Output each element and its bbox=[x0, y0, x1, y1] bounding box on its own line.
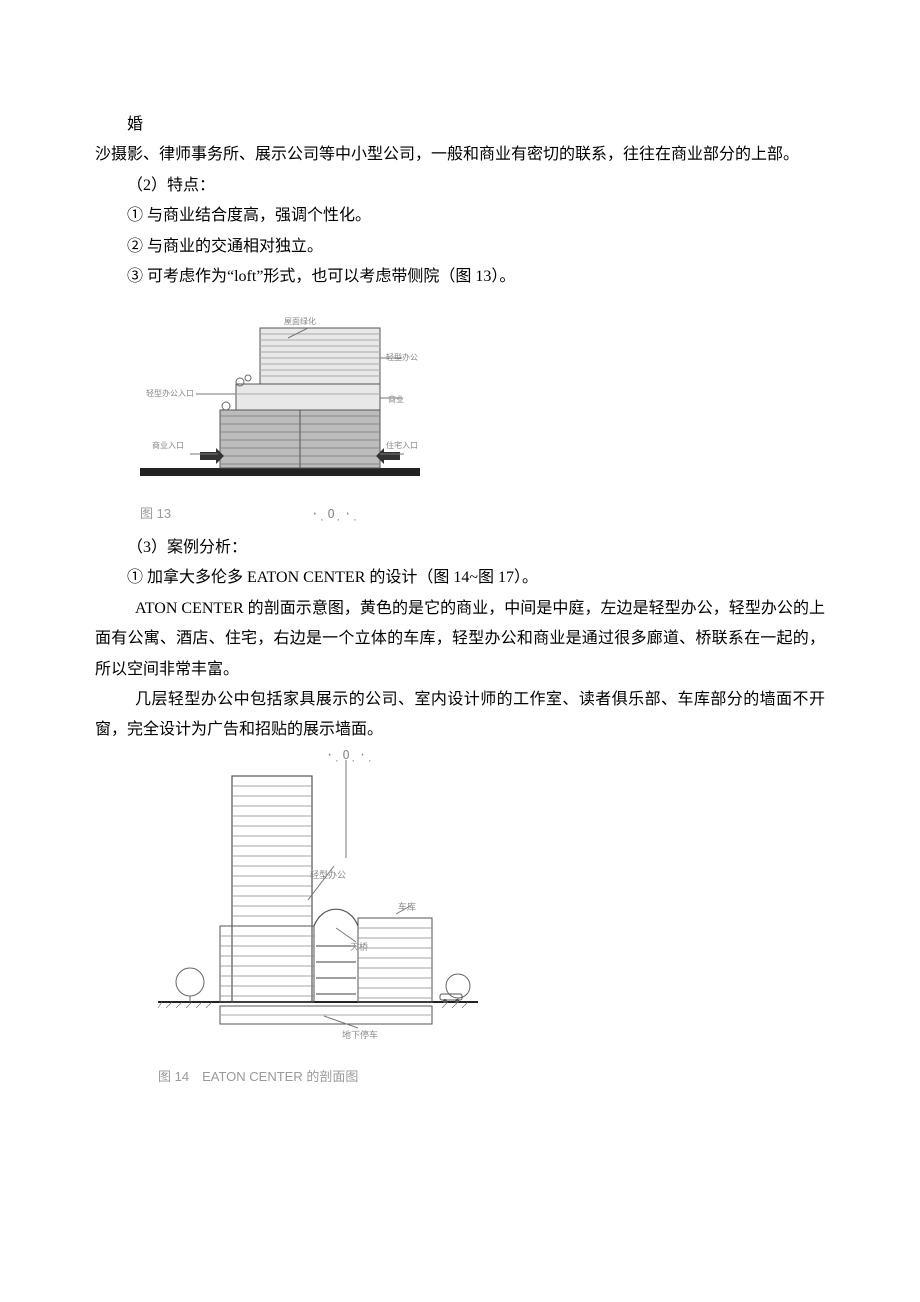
body-line-4: ① 与商业结合度高，强调个性化。 bbox=[95, 201, 825, 231]
figure-13-wrap: 屋面绿化 轻型办公 轻型办公入口 商业 商业入口 住宅入口 图 13 ·̣ Ο̣… bbox=[95, 298, 825, 527]
fig13-label-comm-entry: 商业入口 bbox=[152, 440, 184, 450]
body-line-10: 几层轻型办公中包括家具展示的公司、室内设计师的工作室、读者俱乐部、车库部分的墙面… bbox=[95, 685, 825, 746]
figure-13-svg: 屋面绿化 轻型办公 轻型办公入口 商业 商业入口 住宅入口 bbox=[140, 298, 420, 498]
page-break-glyph-1: ·̣ Ο̣ ·̣ bbox=[311, 503, 352, 526]
body-line-8: ① 加拿大多伦多 EATON CENTER 的设计（图 14~图 17）。 bbox=[95, 563, 825, 593]
figure-13-caption: 图 13 bbox=[140, 502, 171, 527]
fig13-label-office-entry: 轻型办公入口 bbox=[146, 388, 194, 398]
fig14-label-office: 轻型办公 bbox=[310, 869, 346, 880]
figure-14-wrap: ·̣ Ο̣ ·̣ bbox=[95, 750, 825, 1090]
body-line-5: ② 与商业的交通相对独立。 bbox=[95, 232, 825, 262]
figure-14-caption: 图 14 EATON CENTER 的剖面图 bbox=[158, 1065, 358, 1090]
fig13-label-office: 轻型办公 bbox=[386, 352, 418, 362]
page-break-glyph-2: ·̣ Ο̣ ·̣ bbox=[326, 744, 367, 767]
fig14-label-bridge: 天桥 bbox=[350, 941, 368, 952]
body-line-9: ATON CENTER 的剖面示意图，黄色的是它的商业，中间是中庭，左边是轻型办… bbox=[95, 594, 825, 685]
body-line-1: 婚 bbox=[95, 110, 825, 140]
body-line-3: （2）特点： bbox=[95, 171, 825, 201]
body-line-7: （3）案例分析： bbox=[95, 533, 825, 563]
fig13-label-commercial: 商业 bbox=[388, 394, 404, 404]
fig14-label-garage: 车库 bbox=[398, 901, 416, 912]
fig13-label-res-entry: 住宅入口 bbox=[386, 440, 418, 450]
fig13-label-roof: 屋面绿化 bbox=[284, 316, 316, 326]
fig14-label-underground: 地下停车 bbox=[342, 1029, 378, 1040]
body-line-2: 沙摄影、律师事务所、展示公司等中小型公司，一般和商业有密切的联系，往往在商业部分… bbox=[95, 140, 825, 170]
figure-14-svg: 轻型办公 天桥 车库 地下停车 bbox=[158, 750, 478, 1050]
body-line-6: ③ 可考虑作为“loft”形式，也可以考虑带侧院（图 13）。 bbox=[95, 262, 825, 292]
